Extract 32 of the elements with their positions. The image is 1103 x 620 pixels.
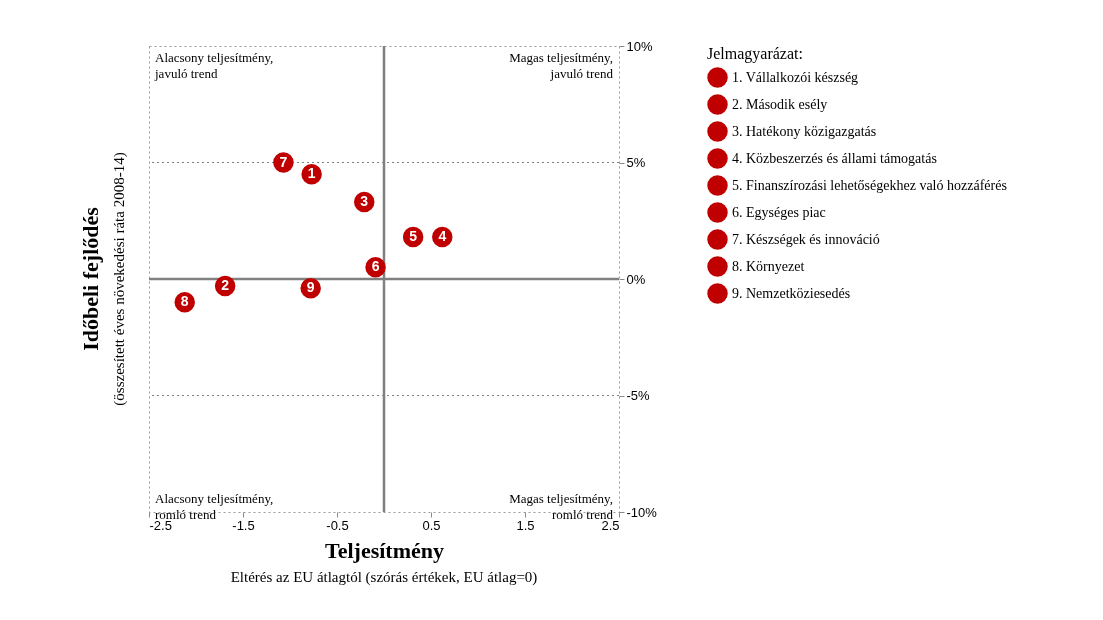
- x-tick-label: 0.5: [422, 517, 441, 533]
- x-axis-title: Teljesítmény: [325, 537, 444, 563]
- annotation: 1: [307, 165, 316, 182]
- annotation: 2: [221, 276, 230, 293]
- annotation: Alacsony teljesítmény, javuló trend: [154, 50, 274, 81]
- annotation: 4: [438, 228, 447, 245]
- legend-label: 8. Környezet: [732, 258, 805, 274]
- legend-label: 7. Készségek és innováció: [732, 231, 880, 247]
- y-tick-label: -5%: [626, 388, 651, 403]
- y-tick-label: 0%: [626, 271, 646, 287]
- legend-label: 9. Nemzetköziesedés: [732, 285, 851, 301]
- legend-label: 3. Hatékony közigazgatás: [732, 123, 877, 139]
- annotation: 8: [180, 293, 189, 310]
- annotation: 9: [306, 279, 315, 296]
- y-tick-label: -10%: [626, 504, 658, 520]
- legend-label: 2. Második esély: [732, 96, 828, 112]
- annotation: Magas teljesítmény, javuló trend: [509, 50, 614, 81]
- legend-label: 6. Egységes piac: [732, 204, 826, 220]
- annotation: 6: [371, 258, 380, 275]
- y-tick-label: 5%: [626, 155, 646, 170]
- x-tick-label: -0.5: [326, 517, 349, 533]
- legend-title: Jelmagyarázat:: [707, 45, 803, 63]
- legend-label: 5. Finanszírozási lehetőségekhez való hozzáférés: [732, 177, 1007, 193]
- y-axis-title: Időbeli fejlődés: [78, 206, 103, 351]
- text: (összesített éves növekedési ráta 2008-14): [111, 152, 128, 406]
- annotation: 5: [409, 228, 418, 245]
- annotation: 3: [360, 193, 369, 210]
- annotation: 7: [279, 153, 288, 170]
- y-tick-label: 10%: [626, 38, 653, 54]
- legend-label: 1. Vállalkozói készség: [732, 69, 859, 85]
- legend-label: 4. Közbeszerzés és állami támogatás: [732, 150, 937, 166]
- text: Eltérés az EU átlagtól (szórás értékek, EU átlag=0): [230, 569, 538, 586]
